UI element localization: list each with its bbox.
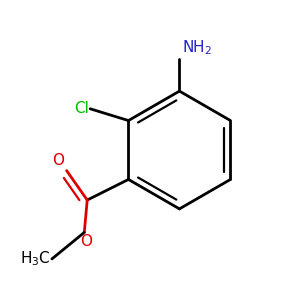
Text: O: O: [80, 234, 92, 249]
Text: H$_3$C: H$_3$C: [20, 250, 50, 268]
Text: NH$_2$: NH$_2$: [182, 38, 213, 57]
Text: Cl: Cl: [74, 101, 89, 116]
Text: O: O: [52, 153, 64, 168]
